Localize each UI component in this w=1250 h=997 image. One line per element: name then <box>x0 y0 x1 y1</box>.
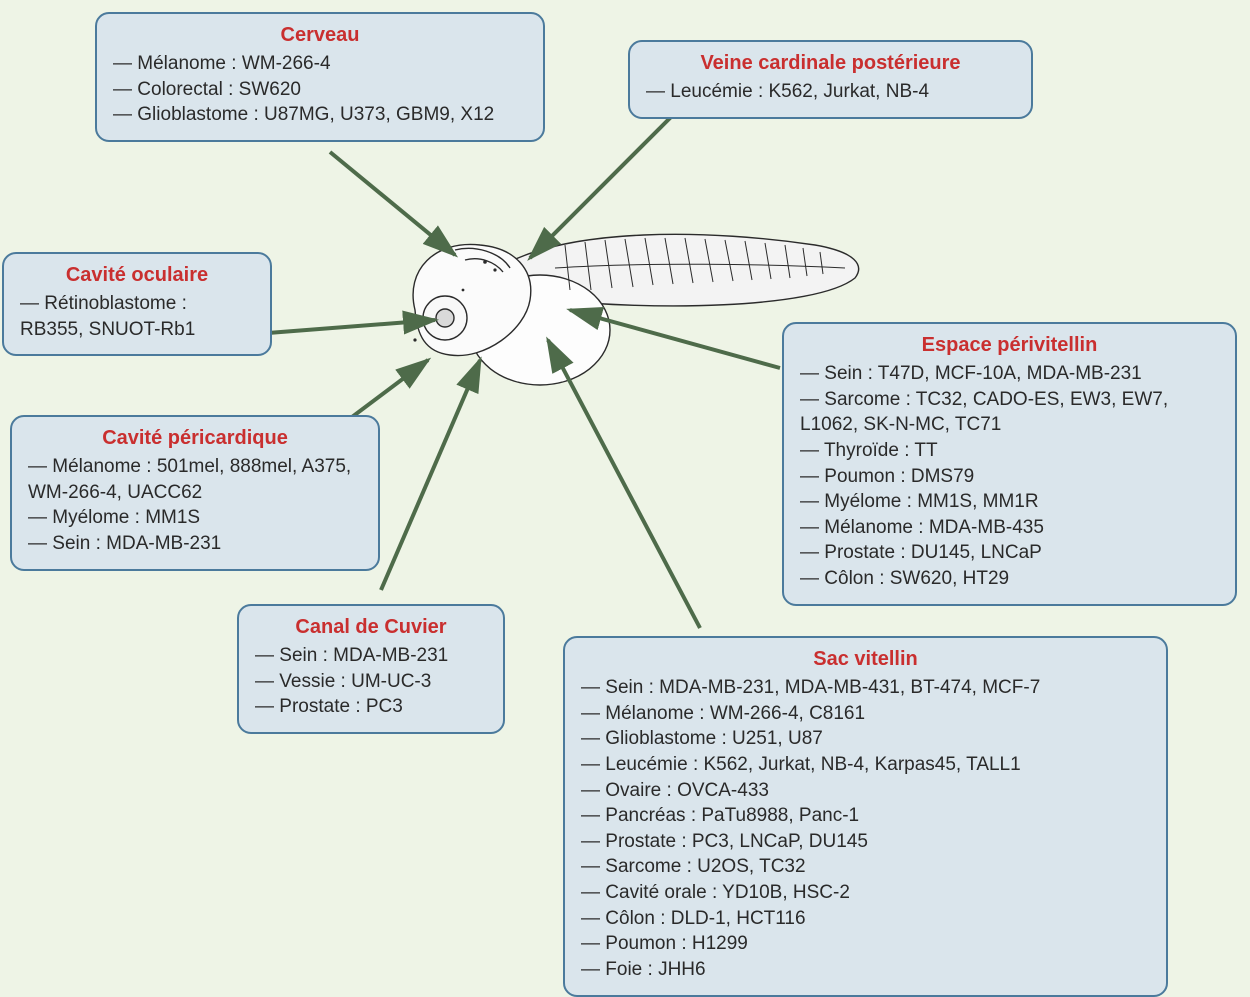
box-cavite-pericardique: Cavité péricardique Mélanome : 501mel, 8… <box>10 415 380 571</box>
title-vitellin: Sac vitellin <box>581 648 1150 671</box>
entry-vitellin-7: Sarcome : U2OS, TC32 <box>581 854 1150 880</box>
entry-vitellin-9: Côlon : DLD-1, HCT116 <box>581 906 1150 932</box>
title-pericardique: Cavité péricardique <box>28 427 362 450</box>
box-sac-vitellin: Sac vitellin Sein : MDA-MB-231, MDA-MB-4… <box>563 636 1168 997</box>
entry-oculaire-0: Rétinoblastome : RB355, SNUOT-Rb1 <box>20 291 254 342</box>
entry-perivitellin-2: Thyroïde : TT <box>800 438 1219 464</box>
entries-perivitellin: Sein : T47D, MCF-10A, MDA-MB-231Sarcome … <box>800 361 1219 592</box>
entry-vitellin-5: Pancréas : PaTu8988, Panc-1 <box>581 803 1150 829</box>
entry-cerveau-0: Mélanome : WM-266-4 <box>113 51 527 77</box>
entry-pericardique-2: Sein : MDA-MB-231 <box>28 531 362 557</box>
entry-vitellin-6: Prostate : PC3, LNCaP, DU145 <box>581 829 1150 855</box>
entry-perivitellin-1: Sarcome : TC32, CADO-ES, EW3, EW7, L1062… <box>800 387 1219 438</box>
entry-vitellin-3: Leucémie : K562, Jurkat, NB-4, Karpas45,… <box>581 752 1150 778</box>
entry-cerveau-2: Glioblastome : U87MG, U373, GBM9, X12 <box>113 102 527 128</box>
entry-vitellin-2: Glioblastome : U251, U87 <box>581 726 1150 752</box>
box-cerveau: Cerveau Mélanome : WM-266-4Colorectal : … <box>95 12 545 142</box>
entry-perivitellin-7: Côlon : SW620, HT29 <box>800 566 1219 592</box>
entry-perivitellin-6: Prostate : DU145, LNCaP <box>800 540 1219 566</box>
entry-cuvier-1: Vessie : UM-UC-3 <box>255 669 487 695</box>
entry-pericardique-0: Mélanome : 501mel, 888mel, A375, WM-266-… <box>28 454 362 505</box>
entry-perivitellin-3: Poumon : DMS79 <box>800 464 1219 490</box>
entry-vitellin-11: Foie : JHH6 <box>581 957 1150 983</box>
entries-veine: Leucémie : K562, Jurkat, NB-4 <box>646 79 1015 105</box>
entries-pericardique: Mélanome : 501mel, 888mel, A375, WM-266-… <box>28 454 362 557</box>
title-veine: Veine cardinale postérieure <box>646 52 1015 75</box>
title-oculaire: Cavité oculaire <box>20 264 254 287</box>
entries-vitellin: Sein : MDA-MB-231, MDA-MB-431, BT-474, M… <box>581 675 1150 983</box>
entry-vitellin-10: Poumon : H1299 <box>581 931 1150 957</box>
entry-vitellin-0: Sein : MDA-MB-231, MDA-MB-431, BT-474, M… <box>581 675 1150 701</box>
entry-vitellin-4: Ovaire : OVCA-433 <box>581 778 1150 804</box>
entries-oculaire: Rétinoblastome : RB355, SNUOT-Rb1 <box>20 291 254 342</box>
title-cerveau: Cerveau <box>113 24 527 47</box>
box-canal-de-cuvier: Canal de Cuvier Sein : MDA-MB-231Vessie … <box>237 604 505 734</box>
entry-cuvier-0: Sein : MDA-MB-231 <box>255 643 487 669</box>
box-cavite-oculaire: Cavité oculaire Rétinoblastome : RB355, … <box>2 252 272 356</box>
entry-vitellin-1: Mélanome : WM-266-4, C8161 <box>581 701 1150 727</box>
entry-pericardique-1: Myélome : MM1S <box>28 505 362 531</box>
entry-perivitellin-4: Myélome : MM1S, MM1R <box>800 489 1219 515</box>
entry-cerveau-1: Colorectal : SW620 <box>113 77 527 103</box>
entry-cuvier-2: Prostate : PC3 <box>255 694 487 720</box>
entries-cuvier: Sein : MDA-MB-231Vessie : UM-UC-3Prostat… <box>255 643 487 720</box>
entries-cerveau: Mélanome : WM-266-4Colorectal : SW620Gli… <box>113 51 527 128</box>
entry-veine-0: Leucémie : K562, Jurkat, NB-4 <box>646 79 1015 105</box>
entry-vitellin-8: Cavité orale : YD10B, HSC-2 <box>581 880 1150 906</box>
entry-perivitellin-0: Sein : T47D, MCF-10A, MDA-MB-231 <box>800 361 1219 387</box>
box-espace-perivitellin: Espace périvitellin Sein : T47D, MCF-10A… <box>782 322 1237 606</box>
title-cuvier: Canal de Cuvier <box>255 616 487 639</box>
entry-perivitellin-5: Mélanome : MDA-MB-435 <box>800 515 1219 541</box>
box-veine-cardinale-posterieure: Veine cardinale postérieure Leucémie : K… <box>628 40 1033 119</box>
title-perivitellin: Espace périvitellin <box>800 334 1219 357</box>
